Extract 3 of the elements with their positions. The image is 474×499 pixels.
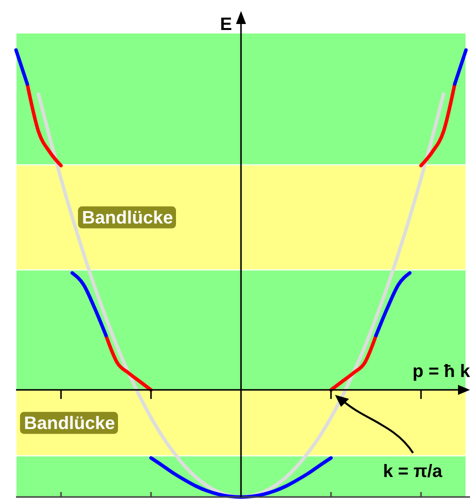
x-axis-title: p = ħ k (412, 361, 471, 381)
y-axis-title: E (220, 14, 232, 34)
annotation: k = π/a (383, 460, 444, 481)
